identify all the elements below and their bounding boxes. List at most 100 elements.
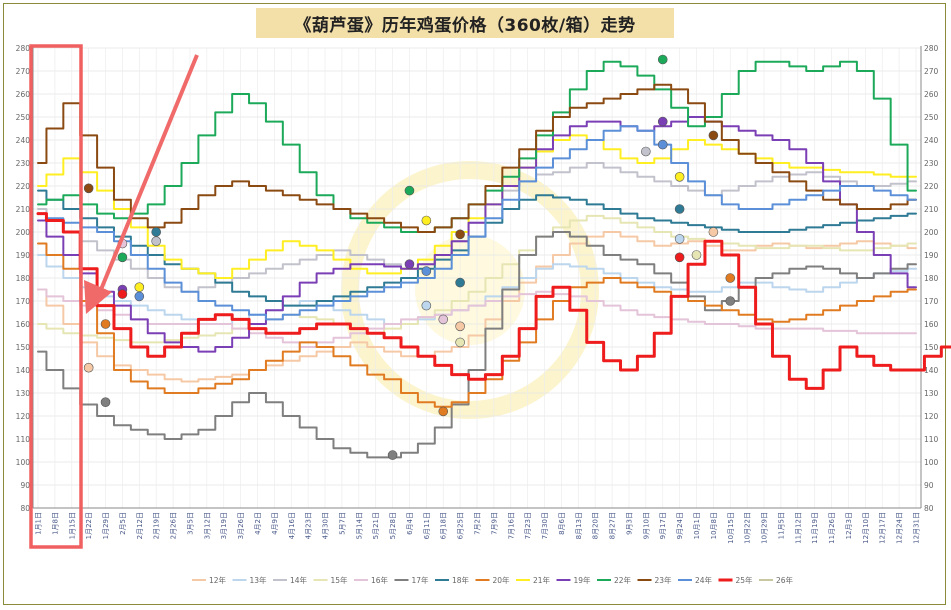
x-tick-label: 3月12日 bbox=[203, 512, 211, 539]
y-tick-label-left: 270 bbox=[16, 67, 31, 76]
series-marker bbox=[455, 337, 465, 348]
x-tick-label: 7月30日 bbox=[541, 512, 549, 539]
x-tick-label: 10月29日 bbox=[761, 512, 769, 544]
y-tick-label-left: 180 bbox=[16, 274, 31, 283]
legend-label: 19年 bbox=[574, 575, 592, 585]
y-tick-label-right: 150 bbox=[924, 343, 939, 352]
legend-label: 26年 bbox=[776, 575, 794, 585]
legend-label: 21年 bbox=[533, 575, 551, 585]
series-line bbox=[37, 83, 917, 233]
y-tick-label-right: 240 bbox=[924, 136, 939, 145]
legend-label: 20年 bbox=[493, 575, 511, 585]
annotation-arrow-head bbox=[84, 280, 112, 314]
x-tick-label: 3月5日 bbox=[186, 512, 194, 535]
series-marker bbox=[708, 227, 719, 237]
series-marker bbox=[134, 291, 145, 302]
x-tick-label: 2月19日 bbox=[153, 512, 161, 539]
x-tick-label: 11月26日 bbox=[828, 512, 836, 544]
highlight-box bbox=[29, 44, 83, 549]
legend-label: 13年 bbox=[250, 575, 268, 585]
series-marker bbox=[725, 273, 736, 283]
y-tick-label-left: 130 bbox=[16, 389, 31, 398]
x-tick-label: 7月2日 bbox=[474, 512, 482, 535]
x-tick-label: 3月26日 bbox=[237, 512, 245, 539]
series-marker bbox=[657, 54, 668, 65]
series-marker bbox=[134, 282, 145, 293]
y-tick-label-right: 180 bbox=[924, 274, 939, 283]
y-tick-label-left: 210 bbox=[16, 205, 31, 214]
x-tick-label: 12月17日 bbox=[879, 512, 887, 544]
x-tick-label: 1月15日 bbox=[68, 512, 76, 539]
y-tick-label-right: 120 bbox=[924, 412, 939, 421]
x-tick-label: 4月9日 bbox=[271, 512, 279, 535]
series-marker bbox=[117, 252, 128, 263]
x-tick-label: 6月18日 bbox=[440, 512, 448, 539]
y-tick-label-right: 160 bbox=[924, 320, 939, 329]
x-tick-label: 6月11日 bbox=[423, 512, 431, 539]
series-marker bbox=[151, 227, 161, 237]
series-line bbox=[37, 288, 917, 348]
series-line bbox=[37, 231, 917, 459]
x-tick-label: 1月8日 bbox=[51, 512, 59, 535]
chart-title: 《葫芦蛋》历年鸡蛋价格（360枚/箱）走势 bbox=[294, 15, 636, 36]
x-tick-label: 6月4日 bbox=[406, 512, 414, 535]
series-marker bbox=[387, 450, 398, 460]
y-tick-label-right: 140 bbox=[924, 366, 939, 375]
series-marker bbox=[404, 259, 415, 270]
y-tick-label-right: 110 bbox=[924, 435, 939, 444]
x-tick-label: 7月16日 bbox=[507, 512, 515, 539]
series-marker bbox=[641, 146, 651, 157]
series-marker bbox=[657, 116, 668, 127]
x-tick-label: 10月22日 bbox=[744, 512, 752, 544]
legend-label: 18年 bbox=[452, 575, 470, 585]
y-tick-label-right: 260 bbox=[924, 90, 939, 99]
x-tick-label: 10月1日 bbox=[693, 512, 701, 539]
x-tick-label: 5月14日 bbox=[355, 512, 363, 539]
x-tick-label: 4月2日 bbox=[254, 512, 262, 535]
x-tick-label: 9月10日 bbox=[642, 512, 650, 539]
series-line bbox=[37, 214, 917, 344]
legend-label: 22年 bbox=[614, 575, 632, 585]
series-line bbox=[37, 242, 917, 408]
series-marker bbox=[674, 234, 685, 244]
series-marker bbox=[100, 397, 111, 408]
x-tick-label: 3月19日 bbox=[220, 512, 228, 539]
x-tick-label: 11月5日 bbox=[777, 512, 785, 539]
x-tick-label: 11月19日 bbox=[811, 512, 819, 544]
x-tick-label: 8月13日 bbox=[575, 512, 583, 539]
legend-label: 16年 bbox=[371, 575, 389, 585]
y-tick-label-right: 100 bbox=[924, 458, 939, 467]
y-tick-label-left: 160 bbox=[16, 320, 31, 329]
x-tick-label: 2月26日 bbox=[170, 512, 178, 539]
y-tick-label-right: 220 bbox=[924, 182, 939, 191]
series-marker bbox=[691, 250, 702, 260]
x-tick-label: 12月10日 bbox=[862, 512, 870, 544]
y-tick-label-right: 270 bbox=[924, 67, 939, 76]
x-tick-label: 1月22日 bbox=[85, 512, 93, 539]
series-line bbox=[37, 125, 917, 321]
x-tick-label: 9月24日 bbox=[676, 512, 684, 539]
series-marker bbox=[438, 406, 449, 417]
y-tick-label-left: 110 bbox=[16, 435, 31, 444]
legend-label: 24年 bbox=[695, 575, 713, 585]
y-tick-label-left: 190 bbox=[16, 251, 31, 260]
x-tick-label: 2月12日 bbox=[136, 512, 144, 539]
series-marker bbox=[725, 296, 736, 306]
chart-frame bbox=[3, 3, 946, 605]
x-tick-label: 5月7日 bbox=[338, 512, 346, 535]
x-tick-label: 4月23日 bbox=[305, 512, 313, 539]
series-marker bbox=[421, 266, 432, 276]
x-tick-label: 10月8日 bbox=[710, 512, 718, 539]
series-marker bbox=[421, 215, 432, 226]
y-tick-label-left: 80 bbox=[20, 504, 30, 513]
x-tick-label: 7月23日 bbox=[524, 512, 532, 539]
x-tick-label: 4月16日 bbox=[288, 512, 296, 539]
watermark-ring bbox=[341, 161, 599, 419]
x-tick-label: 9月17日 bbox=[659, 512, 667, 539]
x-tick-label: 8月20日 bbox=[592, 512, 600, 539]
y-tick-label-left: 150 bbox=[16, 343, 31, 352]
y-tick-label-right: 250 bbox=[924, 113, 939, 122]
x-tick-label: 1月1日 bbox=[35, 512, 43, 535]
x-tick-label: 7月9日 bbox=[490, 512, 498, 535]
